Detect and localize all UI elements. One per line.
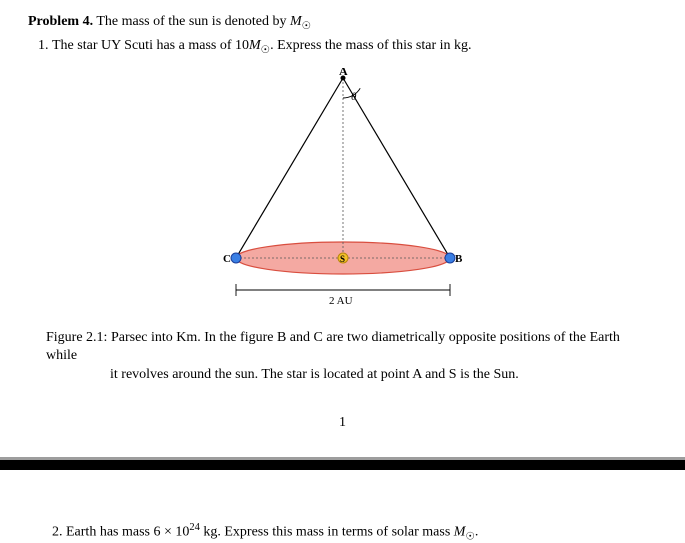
svg-text:S: S <box>340 254 345 264</box>
item1-sym: M <box>249 38 261 53</box>
item1-pre: The star UY Scuti has a mass of 10 <box>52 38 249 53</box>
svg-text:B: B <box>455 253 463 265</box>
problem-intro-sym: M <box>290 14 302 29</box>
figure: A B C Sθ 2 AU <box>28 68 657 323</box>
page-number: 1 <box>28 415 657 431</box>
caption-line1: Parsec into Km. In the figure B and C ar… <box>46 330 620 364</box>
caption-label: Figure 2.1: <box>46 330 111 345</box>
problem-intro-pre: The mass of the sun is denoted by <box>96 14 290 29</box>
svg-text:A: A <box>339 68 348 78</box>
item2-mid: kg. Express this mass in terms of solar … <box>200 525 454 540</box>
problem-item-2: 2. Earth has mass 6 × 1024 kg. Express t… <box>52 522 657 542</box>
problem-intro-sub: ☉ <box>302 21 311 32</box>
problem-header: Problem 4. The mass of the sun is denote… <box>28 14 657 32</box>
page-divider <box>0 457 685 470</box>
item1-post: . Express the mass of this star in kg. <box>270 38 471 53</box>
problem-item-1: The star UY Scuti has a mass of 10M☉. Ex… <box>52 38 657 56</box>
item2-post: . <box>475 525 479 540</box>
figure-caption: Figure 2.1: Parsec into Km. In the figur… <box>46 329 639 386</box>
caption-line2: it revolves around the sun. The star is … <box>110 366 639 385</box>
parsec-diagram: A B C Sθ 2 AU <box>208 68 478 318</box>
svg-text:2 AU: 2 AU <box>329 295 353 307</box>
item1-sub: ☉ <box>261 45 270 56</box>
svg-text:C: C <box>223 253 231 265</box>
item2-exp: 24 <box>189 522 200 533</box>
problem-label: Problem 4. <box>28 14 93 29</box>
item2-pre: Earth has mass 6 × 10 <box>66 525 189 540</box>
item2-sub: ☉ <box>465 532 474 543</box>
svg-text:θ: θ <box>351 91 357 103</box>
item2-sym: M <box>454 525 466 540</box>
